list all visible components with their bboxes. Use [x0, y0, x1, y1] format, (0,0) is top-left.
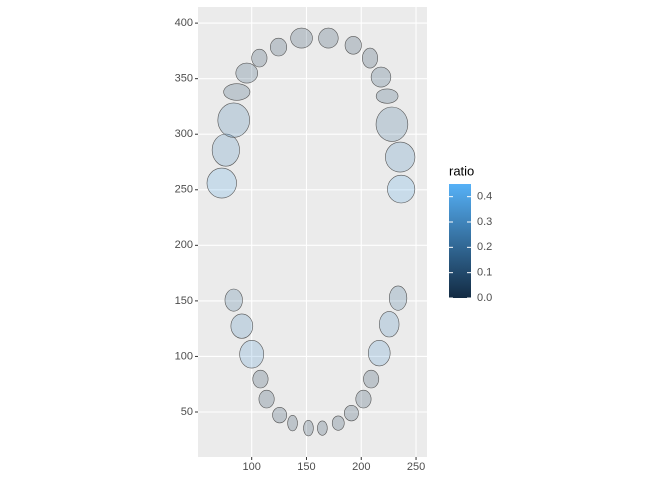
tooth [287, 415, 298, 432]
tooth [362, 47, 378, 69]
tooth [230, 313, 254, 339]
colorbar [449, 184, 471, 298]
y-tick-label: 100 [175, 350, 193, 362]
colorbar-label: 0.3 [477, 216, 492, 228]
x-tick-label: 150 [297, 461, 315, 473]
y-tick-label: 50 [181, 406, 193, 418]
colorbar-label: 0.0 [477, 292, 492, 304]
tooth [375, 106, 409, 142]
tooth [318, 27, 339, 49]
tooth [211, 133, 240, 167]
tooth [363, 369, 380, 389]
y-tick-label: 200 [175, 239, 193, 251]
tooth [367, 340, 391, 367]
tooth [389, 285, 408, 311]
panel [198, 7, 427, 457]
x-tick-label: 200 [352, 461, 370, 473]
legend-title: ratio [449, 163, 474, 178]
tooth [379, 311, 400, 338]
tooth [343, 405, 359, 422]
tooth [355, 389, 372, 409]
tooth [252, 369, 269, 389]
tooth [224, 288, 243, 312]
y-tick-label: 350 [175, 73, 193, 85]
tooth [270, 37, 288, 57]
y-tick-label: 400 [175, 17, 193, 29]
colorbar-label: 0.1 [477, 267, 492, 279]
tooth [223, 83, 251, 101]
tooth [235, 62, 259, 84]
tooth [317, 420, 328, 436]
x-tick-label: 100 [243, 461, 261, 473]
tooth [387, 174, 416, 204]
tooth [258, 389, 275, 409]
tooth [331, 415, 345, 431]
tooth [370, 66, 392, 88]
colorbar-label: 0.4 [477, 191, 492, 203]
tooth [272, 407, 288, 424]
y-tick-label: 300 [175, 128, 193, 140]
colorbar-label: 0.2 [477, 241, 492, 253]
tooth [217, 102, 250, 138]
tooth [303, 420, 314, 437]
tooth [344, 36, 362, 55]
y-tick-label: 250 [175, 184, 193, 196]
x-tick-label: 250 [407, 461, 425, 473]
tooth [206, 167, 237, 199]
y-tick-label: 150 [175, 295, 193, 307]
tooth [251, 48, 268, 68]
tooth [385, 141, 416, 173]
tooth [290, 27, 313, 49]
tooth [375, 88, 399, 104]
tooth [239, 340, 265, 369]
